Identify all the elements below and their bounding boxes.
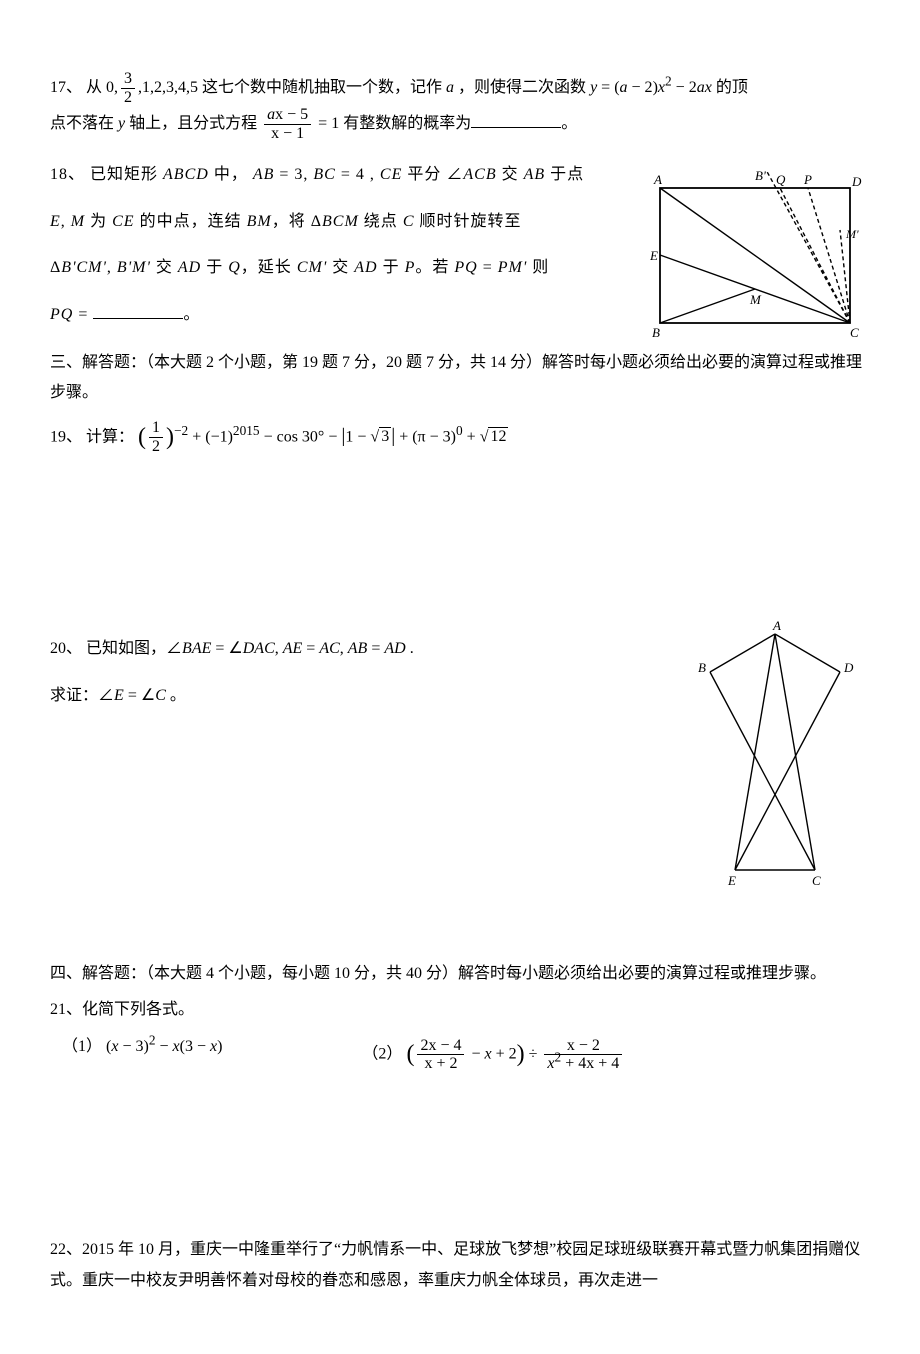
lbl-C: C (850, 325, 859, 340)
q22-num: 22 (50, 1241, 66, 1258)
lbl20-E: E (727, 873, 736, 888)
lbl20-C: C (812, 873, 821, 888)
frac-3-2: 32 (121, 70, 135, 106)
q21-part2: （2） (2x − 4x + 2 − x + 2) ÷ x − 2x2 + 4x… (362, 1032, 625, 1078)
question-18: 18、 已知矩形 ABCD 中， AB = 3, BC = 4 , CE 平分 … (50, 160, 610, 330)
lbl-E: E (650, 248, 658, 263)
lbl-D: D (851, 174, 862, 189)
q21-part1: （1） (x − 3)2 − x(3 − x) (62, 1032, 222, 1078)
frac-1-2: 12 (149, 419, 163, 455)
lbl-P: P (803, 172, 812, 187)
q21-num: 21 (50, 1001, 66, 1018)
lbl-Q: Q (776, 172, 786, 187)
question-20: 20、 已知如图，∠BAE = ∠DAC, AE = AC, AB = AD .… (50, 618, 870, 727)
blank-q18 (93, 303, 183, 318)
section-4-title: 四、解答题：（本大题 4 个小题，每小题 10 分，共 40 分）解答时每小题必… (50, 959, 870, 989)
q18-num: 18 (50, 166, 68, 183)
q19-num: 19 (50, 428, 66, 445)
question-22: 22、2015 年 10 月，重庆一中隆重举行了“力帆情系一中、足球放飞梦想”校… (50, 1235, 870, 1296)
section-3-title: 三、解答题：（本大题 2 个小题，第 19 题 7 分，20 题 7 分，共 1… (50, 348, 870, 409)
q17-num: 17 (50, 79, 66, 96)
lbl-Mp: M' (845, 227, 859, 241)
question-19: 19、 计算： (12)−2 + (−1)2015 − cos 30° − |1… (50, 415, 870, 461)
question-17: 17、 从 0,32,1,2,3,4,5 这七个数中随机抽取一个数，记作 a ，… (50, 70, 870, 142)
frac-ax5-x1: ax − 5x − 1 (264, 106, 311, 142)
frac-2x4-x2: 2x − 4x + 2 (417, 1037, 464, 1073)
frac-x2-den: x − 2x2 + 4x + 4 (544, 1037, 622, 1073)
lbl-B: B (652, 325, 660, 340)
blank-q17 (471, 113, 561, 128)
lbl-A: A (653, 172, 662, 187)
lbl-M: M (749, 292, 762, 307)
q20-num: 20 (50, 640, 66, 657)
lbl-Bp: B' (755, 170, 766, 183)
figure-q18: E M M' A B' Q P D B C (650, 170, 870, 340)
question-21: 21、化简下列各式。 （1） (x − 3)2 − x(3 − x) （2） (… (50, 995, 870, 1077)
exam-page: E M M' A B' Q P D B C (0, 0, 920, 1354)
